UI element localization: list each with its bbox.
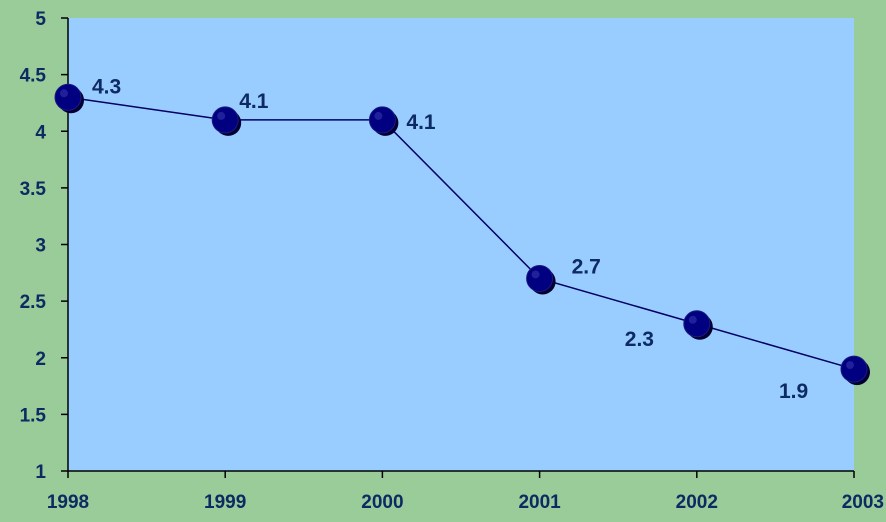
marker-highlight bbox=[688, 315, 697, 324]
marker-highlight bbox=[374, 111, 383, 120]
y-tick-label: 1 bbox=[35, 462, 46, 483]
data-label: 4.3 bbox=[92, 75, 121, 98]
y-tick-label: 5 bbox=[35, 9, 46, 30]
data-point-marker bbox=[368, 106, 396, 134]
y-tick-label: 4 bbox=[35, 122, 46, 143]
data-point-marker bbox=[54, 83, 82, 111]
x-tick-label: 1998 bbox=[47, 492, 89, 513]
data-label: 2.7 bbox=[572, 255, 601, 278]
marker-highlight bbox=[60, 89, 68, 98]
plot-area bbox=[68, 18, 854, 471]
data-point-marker bbox=[840, 355, 868, 383]
y-tick-label: 3.5 bbox=[20, 179, 47, 200]
data-point-marker bbox=[211, 106, 239, 134]
x-tick-label: 2000 bbox=[361, 492, 403, 513]
y-tick-label: 4.5 bbox=[20, 66, 47, 87]
x-tick-label: 2002 bbox=[676, 492, 718, 513]
data-point-marker bbox=[526, 264, 554, 292]
marker-highlight bbox=[846, 361, 854, 370]
marker-highlight bbox=[217, 111, 226, 120]
data-label: 1.9 bbox=[779, 380, 808, 403]
x-tick-label: 2003 bbox=[842, 492, 884, 513]
x-tick-label: 2001 bbox=[518, 492, 561, 513]
data-label: 2.3 bbox=[625, 328, 654, 351]
x-tick-label: 1999 bbox=[204, 492, 246, 513]
markers-group bbox=[54, 83, 870, 386]
data-point-marker bbox=[683, 310, 711, 338]
axes: 1 1.5 2 2.5 3 3.5 4 4.5 5 1998 1999 2000 2001 2002 200… bbox=[20, 9, 884, 513]
y-tick-label: 2.5 bbox=[20, 292, 47, 313]
series-line-group bbox=[67, 96, 855, 370]
series-line bbox=[67, 96, 855, 370]
marker-highlight bbox=[531, 270, 540, 279]
data-label: 4.1 bbox=[239, 90, 269, 113]
data-label: 4.1 bbox=[406, 111, 436, 134]
y-tick-label: 1.5 bbox=[20, 405, 47, 426]
labels-group: 4.3 4.1 4.1 2.7 2.3 1.9 bbox=[92, 75, 808, 403]
y-tick-label: 2 bbox=[35, 349, 46, 370]
y-tick-label: 3 bbox=[35, 236, 46, 257]
